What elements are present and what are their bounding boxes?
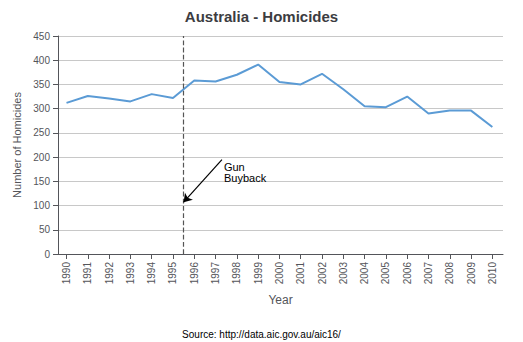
- svg-text:250: 250: [33, 127, 50, 138]
- svg-text:450: 450: [33, 31, 50, 42]
- svg-text:Gun: Gun: [223, 161, 245, 173]
- svg-text:Number of Homicides: Number of Homicides: [11, 92, 23, 198]
- svg-text:2009: 2009: [466, 262, 477, 285]
- svg-text:2008: 2008: [444, 262, 455, 285]
- svg-text:300: 300: [33, 103, 50, 114]
- svg-text:350: 350: [33, 79, 50, 90]
- svg-text:Australia - Homicides: Australia - Homicides: [185, 8, 338, 25]
- svg-text:2004: 2004: [359, 262, 370, 285]
- svg-text:2007: 2007: [423, 262, 434, 285]
- svg-text:Year: Year: [268, 293, 292, 307]
- svg-text:1993: 1993: [125, 262, 136, 285]
- svg-text:400: 400: [33, 55, 50, 66]
- svg-text:150: 150: [33, 176, 50, 187]
- svg-text:2001: 2001: [295, 262, 306, 285]
- svg-text:1998: 1998: [231, 262, 242, 285]
- svg-text:2005: 2005: [380, 262, 391, 285]
- svg-text:2003: 2003: [338, 262, 349, 285]
- svg-text:Buyback: Buyback: [224, 172, 267, 184]
- svg-text:2010: 2010: [487, 262, 498, 285]
- svg-text:1996: 1996: [189, 262, 200, 285]
- svg-text:50: 50: [39, 224, 51, 235]
- svg-text:1995: 1995: [167, 262, 178, 285]
- svg-text:Source: http://data.aic.gov.au: Source: http://data.aic.gov.au/aic16/: [182, 329, 341, 340]
- svg-text:1991: 1991: [82, 262, 93, 285]
- svg-text:1994: 1994: [146, 262, 157, 285]
- svg-text:0: 0: [44, 249, 50, 260]
- svg-text:2000: 2000: [274, 262, 285, 285]
- svg-text:200: 200: [33, 152, 50, 163]
- svg-text:1990: 1990: [61, 262, 72, 285]
- svg-text:1999: 1999: [253, 262, 264, 285]
- svg-text:2006: 2006: [402, 262, 413, 285]
- svg-text:1992: 1992: [104, 262, 115, 285]
- svg-text:1997: 1997: [210, 262, 221, 285]
- svg-text:2002: 2002: [317, 262, 328, 285]
- svg-text:100: 100: [33, 200, 50, 211]
